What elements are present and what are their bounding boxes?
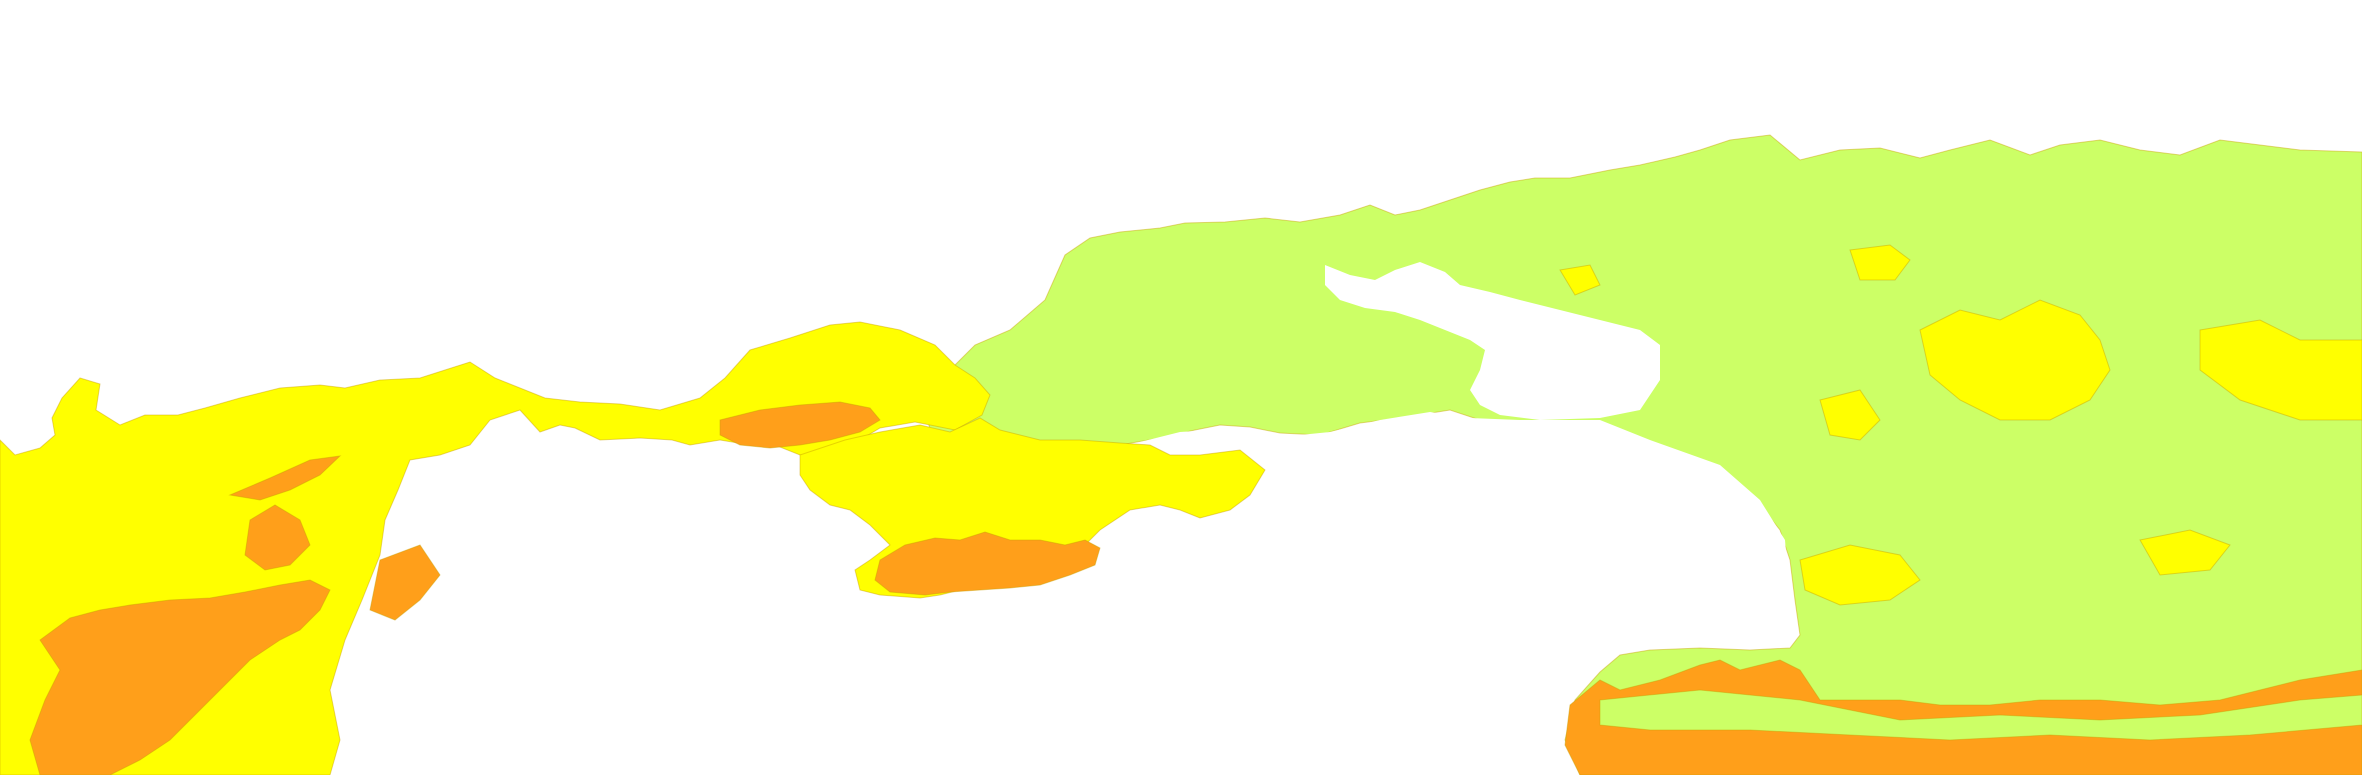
region-orange-west-2: [29, 579, 331, 775]
region-orange-central: [874, 531, 1101, 596]
region-yellow-north-2: [1559, 264, 1601, 296]
region-yellow-east-1: [1919, 299, 2111, 421]
region-green-southeast-strip: [1599, 689, 2362, 741]
region-green-east: [924, 134, 2362, 775]
bay-north: [1325, 262, 1660, 420]
region-yellow-east-3: [2199, 319, 2362, 421]
region-orange-west-4: [369, 544, 441, 621]
region-orange-west-1: [228, 455, 342, 501]
region-yellow-east-5: [2139, 529, 2231, 576]
region-orange-west-3: [244, 504, 311, 571]
region-yellow-east-4: [1799, 544, 1921, 606]
region-yellow-east-2: [1819, 389, 1881, 441]
region-yellow-north-1: [1849, 244, 1911, 281]
region-orange-north: [719, 401, 881, 449]
